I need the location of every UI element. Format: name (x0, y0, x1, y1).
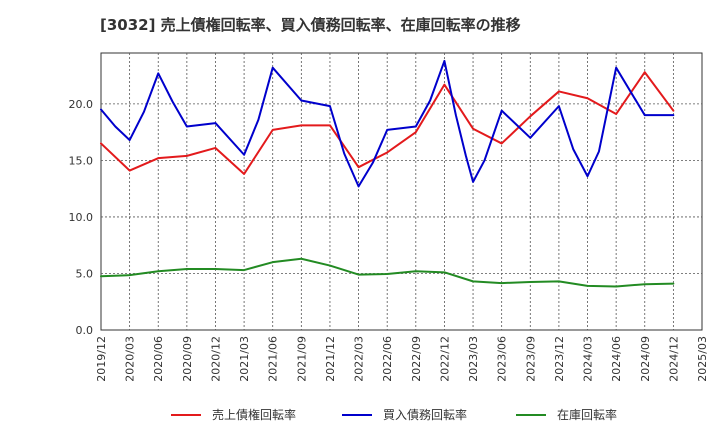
x-tick-label: 2021/12 (324, 336, 337, 382)
x-tick-label: 2021/06 (267, 336, 280, 382)
series-line-3 (100, 257, 675, 288)
x-tick-label: 2024/03 (582, 336, 595, 382)
x-tick-label: 2024/09 (639, 336, 652, 382)
x-tick-label: 2019/12 (95, 336, 108, 382)
series-line-1 (100, 71, 675, 175)
legend-label-2: 買入債務回転率 (383, 407, 467, 422)
x-tick-label: 2024/12 (667, 336, 680, 382)
x-tick-label: 2024/06 (610, 336, 623, 382)
x-tick-label: 2023/09 (524, 336, 537, 382)
legend-label-3: 在庫回転率 (557, 407, 617, 422)
x-tick-label: 2022/06 (381, 336, 394, 382)
x-tick-label: 2020/06 (152, 336, 165, 382)
x-tick-label: 2022/03 (353, 336, 366, 382)
x-tick-label: 2020/09 (181, 336, 194, 382)
x-tick-label: 2022/12 (438, 336, 451, 382)
chart-title: [3032] 売上債権回転率、買入債務回転率、在庫回転率の推移 (100, 16, 521, 34)
y-tick-label: 20.0 (69, 98, 94, 111)
x-tick-label: 2022/09 (410, 336, 423, 382)
y-tick-label: 15.0 (69, 154, 94, 167)
x-tick-label: 2020/12 (209, 336, 222, 382)
x-tick-label: 2021/03 (238, 336, 251, 382)
x-tick-label: 2023/12 (553, 336, 566, 382)
y-tick-label: 0.0 (76, 324, 94, 337)
legend-label-1: 売上債権回転率 (212, 407, 296, 422)
series-layer (100, 59, 675, 288)
series-line-2 (100, 59, 675, 188)
axis-layer: 2019/12 2020/03 2020/06 2020/09 2020/12 2021/… (69, 98, 710, 382)
plot-frame (100, 52, 703, 331)
y-tick-label: 10.0 (69, 211, 94, 224)
grid-layer (100, 52, 703, 331)
x-tick-label: 2023/06 (496, 336, 509, 382)
y-tick-label: 5.0 (76, 267, 94, 280)
x-tick-label: 2021/09 (295, 336, 308, 382)
x-tick-label: 2020/03 (124, 336, 137, 382)
legend-layer: 売上債権回転率 買入債務回転率 在庫回転率 (171, 407, 617, 422)
x-tick-label: 2023/03 (467, 336, 480, 382)
x-tick-label: 2025/03 (696, 336, 709, 382)
